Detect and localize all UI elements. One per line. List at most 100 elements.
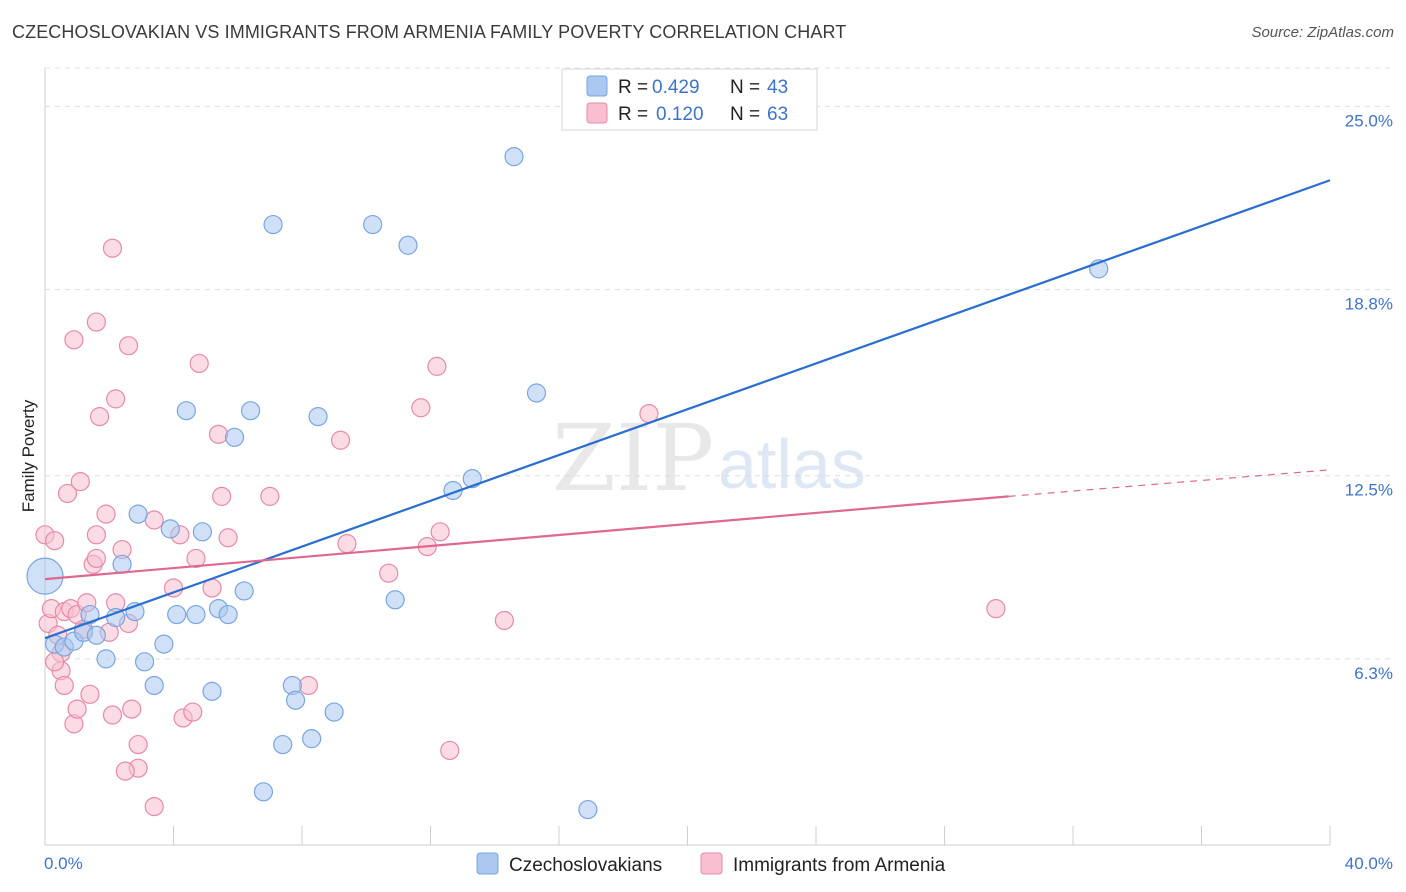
watermark: ZIP atlas	[552, 405, 866, 512]
y-axis-title: Family Poverty	[19, 399, 38, 512]
data-point-armenia	[208, 424, 229, 444]
data-point-armenia	[106, 389, 126, 409]
y-tick-labels: 6.3% 12.5% 18.8% 25.0%	[1345, 111, 1393, 682]
x-tick-label-max: 40.0%	[1345, 854, 1393, 873]
data-point-armenia	[45, 531, 65, 551]
data-point-armenia	[102, 238, 123, 258]
data-point-armenia	[330, 430, 351, 450]
data-point-czechoslovakian	[385, 590, 405, 610]
trendlines	[44, 179, 1331, 640]
data-point-armenia	[430, 522, 450, 542]
data-point-armenia	[102, 705, 123, 725]
chart-title: CZECHOSLOVAKIAN VS IMMIGRANTS FROM ARMEN…	[12, 22, 847, 42]
data-point-czechoslovakian	[462, 469, 482, 489]
data-point-czechoslovakian	[504, 147, 524, 167]
data-point-czechoslovakian	[96, 649, 116, 669]
data-point-czechoslovakian	[324, 702, 344, 722]
data-point-czechoslovakian	[26, 557, 64, 595]
data-point-armenia	[163, 578, 184, 598]
data-point-czechoslovakian	[263, 214, 283, 235]
axes	[44, 68, 1331, 846]
legend-box: R = 0.429 N = 43 R = 0.120 N = 63	[561, 68, 818, 131]
data-point-czechoslovakian	[80, 604, 100, 625]
data-point-armenia	[90, 407, 110, 427]
data-point-armenia	[70, 472, 90, 492]
data-point-armenia	[128, 734, 148, 755]
data-point-armenia	[411, 398, 431, 418]
data-point-armenia	[298, 675, 319, 696]
y-tick-label: 6.3%	[1354, 664, 1393, 683]
data-point-czechoslovakian	[308, 407, 328, 427]
x-ticks	[44, 826, 1331, 845]
data-point-armenia	[57, 483, 78, 504]
legend-n-value-pink: 63	[767, 104, 788, 125]
bottom-legend-label-czechoslovakians: Czechoslovakians	[509, 855, 662, 876]
data-point-czechoslovakian	[224, 427, 245, 447]
data-point-armenia	[54, 675, 74, 696]
data-point-armenia	[986, 599, 1006, 619]
data-point-armenia	[118, 336, 139, 356]
data-point-czechoslovakian	[526, 383, 547, 403]
data-point-armenia	[218, 528, 238, 548]
data-point-armenia	[189, 353, 209, 374]
data-point-czechoslovakian	[202, 681, 222, 701]
data-point-czechoslovakian	[285, 690, 306, 710]
data-point-armenia	[86, 525, 107, 545]
data-point-czechoslovakian	[218, 604, 238, 625]
data-point-armenia	[144, 510, 164, 530]
series-czechoslovakians	[26, 147, 1109, 820]
y-tick-label: 25.0%	[1345, 111, 1393, 130]
data-point-czechoslovakian	[154, 634, 174, 654]
legend-r-value-blue: 0.429	[652, 77, 700, 98]
y-tick-label: 12.5%	[1345, 481, 1393, 500]
x-tick-label-min: 0.0%	[44, 854, 83, 873]
data-point-czechoslovakian	[167, 604, 187, 625]
bottom-legend-label-armenia: Immigrants from Armenia	[733, 855, 946, 876]
data-point-armenia	[122, 699, 142, 719]
trendline-czechoslovakians	[44, 179, 1331, 640]
data-point-czechoslovakian	[176, 401, 196, 421]
data-point-czechoslovakian	[144, 675, 164, 696]
data-point-czechoslovakian	[302, 729, 322, 749]
data-point-armenia	[96, 504, 116, 524]
data-point-czechoslovakian	[106, 607, 126, 628]
watermark-zip: ZIP	[552, 405, 714, 512]
data-point-czechoslovakian	[363, 214, 383, 235]
data-point-armenia	[144, 796, 164, 817]
bottom-legend-swatch-blue	[476, 852, 499, 875]
data-point-armenia	[186, 548, 206, 569]
legend-swatch-pink	[586, 102, 608, 124]
watermark-atlas: atlas	[718, 425, 866, 503]
data-point-armenia	[80, 684, 100, 704]
data-point-armenia	[183, 702, 203, 722]
data-point-armenia	[337, 534, 357, 554]
legend-r-label: R =	[618, 104, 648, 125]
data-point-czechoslovakian	[128, 504, 148, 524]
legend-n-value-blue: 43	[767, 77, 788, 98]
legend-n-label: N =	[730, 77, 760, 98]
data-point-armenia	[86, 312, 107, 332]
data-point-armenia	[440, 740, 460, 761]
data-point-armenia	[115, 761, 135, 781]
data-point-armenia	[427, 356, 447, 376]
legend-r-label: R =	[618, 77, 648, 98]
legend-swatch-blue	[586, 75, 608, 97]
data-point-armenia	[67, 699, 87, 719]
legend-n-label: N =	[730, 104, 760, 125]
trendline-armenia	[44, 495, 1009, 581]
data-point-czechoslovakian	[398, 235, 418, 255]
data-point-czechoslovakian	[112, 554, 132, 574]
bottom-legend: Czechoslovakians Immigrants from Armenia	[476, 852, 946, 876]
data-point-czechoslovakian	[241, 401, 261, 421]
y-tick-label: 18.8%	[1345, 295, 1393, 314]
data-point-czechoslovakian	[578, 799, 598, 820]
data-point-czechoslovakian	[253, 782, 274, 802]
gridlines	[45, 67, 1395, 660]
data-point-czechoslovakian	[234, 581, 254, 601]
data-point-czechoslovakian	[134, 652, 155, 672]
data-point-czechoslovakian	[192, 522, 213, 542]
series-immigrants-armenia	[35, 238, 1006, 817]
legend-r-value-pink: 0.120	[656, 104, 704, 125]
data-point-armenia	[379, 563, 399, 583]
data-point-czechoslovakian	[86, 625, 107, 645]
